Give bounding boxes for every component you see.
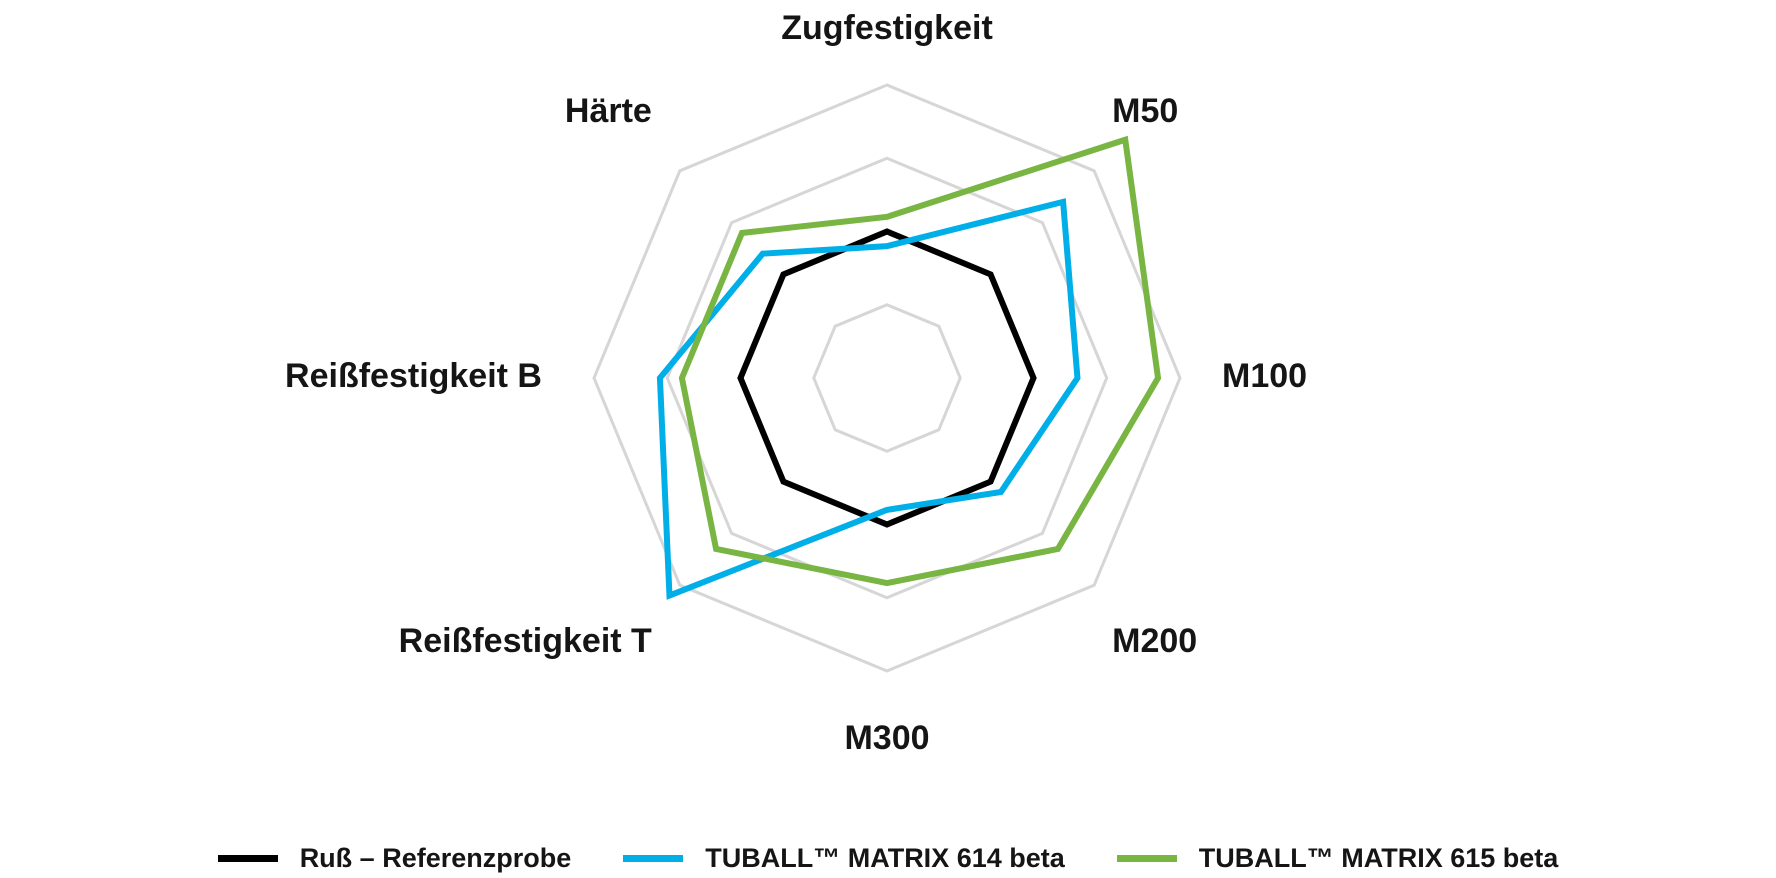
- series-line-2: [656, 198, 1081, 600]
- legend-label-1: Ruß – Referenzprobe: [299, 842, 572, 873]
- axis-label-ha-rte: Härte: [565, 92, 652, 130]
- grid-ring-3: [665, 156, 1109, 600]
- legend-item-3: TUBALL™ MATRIX 615 beta: [1116, 842, 1559, 874]
- axis-label-zugfestigkeit: Zugfestigkeit: [781, 9, 993, 47]
- axis-label-m50: M50: [1112, 92, 1178, 130]
- series-line-1: [737, 228, 1037, 528]
- axis-label-m200: M200: [1112, 622, 1197, 660]
- axis-label-reissfestigkeit-t: Reißfestigkeit T: [399, 622, 652, 660]
- axis-label-m100: M100: [1222, 357, 1307, 395]
- legend-label-2: TUBALL™ MATRIX 614 beta: [705, 842, 1065, 873]
- series-line-3: [678, 135, 1162, 587]
- grid-ring-4: [592, 83, 1182, 673]
- radar-series: [656, 135, 1162, 600]
- legend-label-3: TUBALL™ MATRIX 615 beta: [1198, 842, 1559, 873]
- legend-swatch-2: [623, 854, 684, 862]
- axis-label-m300: M300: [844, 719, 929, 757]
- legend: Ruß – Referenzprobe TUBALL™ MATRIX 614 be…: [0, 838, 1776, 878]
- axis-labels: Zugfestigkeit M50 M100 M200 M300 Reißfestigke…: [285, 9, 1307, 757]
- legend-swatch-3: [1116, 854, 1177, 862]
- legend-item-1: Ruß – Referenzprobe: [217, 842, 572, 874]
- grid-ring-1: [812, 303, 962, 453]
- legend-swatch-1: [217, 854, 278, 862]
- axis-label-reissfestigkeit-b: Reißfestigkeit B: [285, 357, 542, 395]
- legend-item-2: TUBALL™ MATRIX 614 beta: [623, 843, 1065, 874]
